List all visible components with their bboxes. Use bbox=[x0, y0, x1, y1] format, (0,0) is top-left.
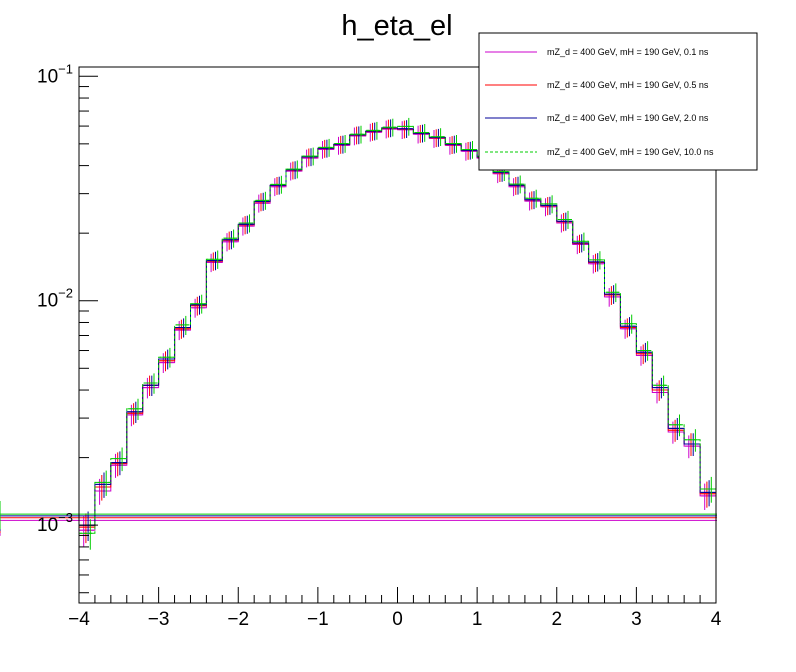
legend: mZ_d = 400 GeV, mH = 190 GeV, 0.1 ns mZ_d… bbox=[478, 32, 758, 171]
legend-entry-2: mZ_d = 400 GeV, mH = 190 GeV, 2.0 ns bbox=[547, 113, 709, 123]
series-2-error-bars bbox=[0, 119, 717, 541]
x-tick-label-3: −1 bbox=[307, 609, 329, 630]
legend-box bbox=[478, 32, 758, 171]
x-tick-label-1: −3 bbox=[148, 609, 170, 630]
x-tick-label-5: 1 bbox=[472, 609, 483, 630]
x-tick-label-6: 2 bbox=[551, 609, 562, 630]
y-tick-label-1: 10−2 bbox=[37, 286, 73, 312]
y-tick-label-0: 10−3 bbox=[37, 510, 73, 536]
series-3-error-bars bbox=[0, 117, 717, 550]
x-tick-label-8: 4 bbox=[711, 609, 722, 630]
legend-entry-3: mZ_d = 400 GeV, mH = 190 GeV, 10.0 ns bbox=[547, 147, 714, 157]
legend-entry-0: mZ_d = 400 GeV, mH = 190 GeV, 0.1 ns bbox=[547, 47, 709, 57]
x-tick-label-0: −4 bbox=[68, 609, 90, 630]
x-tick-label-7: 3 bbox=[631, 609, 642, 630]
y-tick-label-2: 10−1 bbox=[37, 61, 73, 87]
x-tick-label-2: −2 bbox=[227, 609, 249, 630]
chart-title: h_eta_el bbox=[341, 10, 452, 42]
axes: −4 −3 −2 −1 0 1 2 3 4 10−3 10−2 10−1 bbox=[37, 61, 722, 630]
legend-entry-1: mZ_d = 400 GeV, mH = 190 GeV, 0.5 ns bbox=[547, 80, 709, 90]
series-3-step-line bbox=[79, 125, 717, 534]
x-tick-label-4: 0 bbox=[392, 609, 403, 630]
